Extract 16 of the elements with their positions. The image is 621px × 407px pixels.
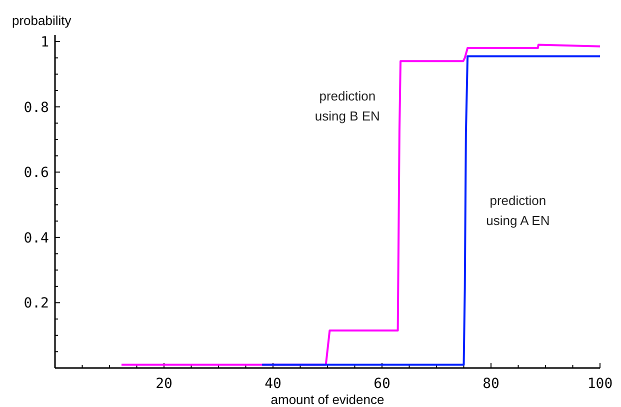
y-tick-label: 0.2 [24,296,49,312]
y-tick-label: 0.4 [24,230,49,246]
y-tick-label: 0.6 [24,165,49,182]
y-tick-label: 0.8 [24,100,49,116]
line-series [261,55,601,366]
y-tick-label: 1 [40,34,49,51]
x-tick-label: 40 [264,376,282,392]
x-tick-label: 100 [587,376,613,392]
series-label: prediction using B EN [314,88,380,124]
line-series [120,44,601,366]
x-tick-label: 60 [374,376,390,392]
series-label: prediction using A EN [486,192,550,228]
y-axis-title: probability [12,13,72,28]
x-tick-label: 20 [156,376,172,392]
x-axis-title: amount of evidence [270,392,384,407]
x-tick-label: 80 [482,376,500,392]
